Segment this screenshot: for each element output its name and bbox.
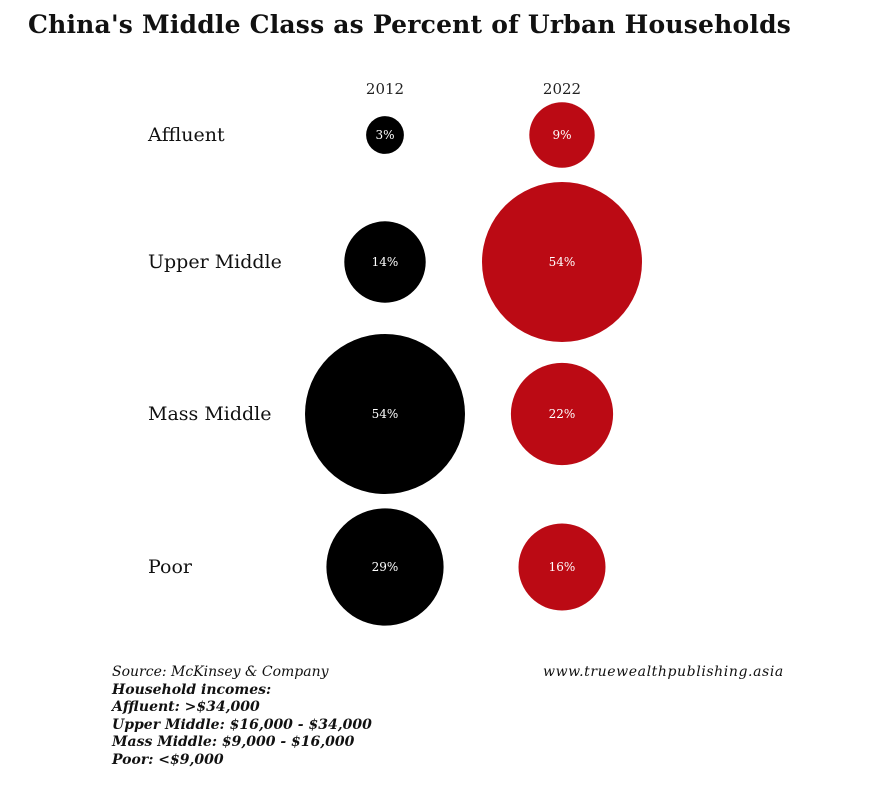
bubble-upper-middle-2022 [482,182,642,342]
bubble-label-affluent-2012: 3% [375,128,394,142]
bubble-label-mass-middle-2012: 54% [372,407,399,421]
source-credit: Source: McKinsey & Company [112,664,329,680]
bubble-label-affluent-2022: 9% [552,128,571,142]
column-label-2022: 2022 [543,80,581,98]
income-mass-middle: Mass Middle: $9,000 - $16,000 [112,734,355,750]
bubble-mass-middle-2022 [510,362,614,466]
income-upper-middle: Upper Middle: $16,000 - $34,000 [112,716,372,733]
row-label-upper-middle: Upper Middle [148,251,282,273]
bubble-affluent-2022 [529,102,595,168]
column-label-2012: 2012 [366,80,404,98]
bubble-label-mass-middle-2022: 22% [549,407,576,421]
income-affluent: Affluent: >$34,000 [112,699,260,715]
column-labels: 2012 2022 [366,80,581,98]
bubble-label-upper-middle-2022: 54% [549,255,576,269]
row-labels: Affluent Upper Middle Mass Middle Poor [147,124,282,578]
bubble-affluent-2012 [366,116,404,154]
row-label-poor: Poor [148,556,193,578]
incomes-heading: Household incomes: [112,681,272,698]
row-label-mass-middle: Mass Middle [148,403,272,425]
row-label-affluent: Affluent [147,124,225,146]
bubble-chart: 2012 2022 Affluent Upper Middle Mass Middle… [147,80,642,626]
bubble-label-poor-2022: 16% [549,560,576,574]
source-notes: Source: McKinsey & Company Household inc… [112,664,372,769]
bubble-mass-middle-2012 [305,334,465,494]
bubble-poor-2012 [326,508,444,626]
bubble-label-poor-2012: 29% [372,560,399,574]
publisher-website: www.truewealthpublishing.asia [543,664,784,680]
bubble-label-upper-middle-2012: 14% [372,255,399,269]
bubble-poor-2022 [518,523,606,611]
bubbles: 3% 9% 14% 54% 54% 22% 29% 16% [305,102,642,626]
bubble-upper-middle-2012 [344,221,426,303]
chart-title: China's Middle Class as Percent of Urban… [28,10,792,39]
income-poor: Poor: <$9,000 [112,751,224,768]
